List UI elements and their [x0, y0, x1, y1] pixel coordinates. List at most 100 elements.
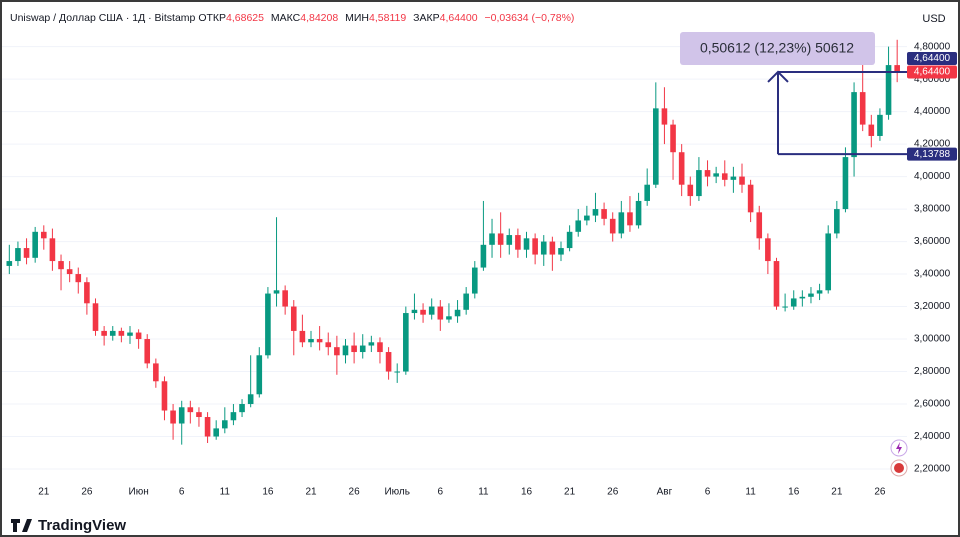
- measure-label-box: [680, 32, 875, 65]
- candle-body: [411, 309, 418, 314]
- candle-body: [273, 290, 280, 294]
- x-tick-label: Авг: [657, 487, 673, 498]
- candle-body: [471, 267, 478, 294]
- brand: TradingView: [38, 517, 126, 534]
- candle-body: [730, 176, 737, 180]
- x-tick-label: 21: [831, 487, 843, 498]
- candle-body: [609, 218, 616, 234]
- candle-body: [66, 269, 73, 275]
- high-label: МАКС: [270, 12, 301, 24]
- candle-body: [532, 238, 538, 255]
- measure-from-box: [907, 147, 957, 161]
- candle-body: [247, 394, 254, 405]
- x-tick-label: 26: [607, 487, 619, 498]
- candle-body: [653, 108, 659, 185]
- candle-body: [187, 407, 194, 413]
- x-tick-label: 6: [179, 487, 185, 498]
- x-tick-label: Июн: [129, 487, 149, 498]
- candle-body: [359, 345, 366, 353]
- x-tick-label: 16: [788, 487, 800, 498]
- candle-body: [670, 124, 676, 153]
- currency: USD: [922, 13, 945, 25]
- close-label: ЗАКР: [413, 12, 440, 24]
- candle-body: [540, 241, 547, 255]
- candle-body: [721, 173, 728, 180]
- candle-body: [178, 407, 185, 424]
- x-tick-label: Июль: [384, 487, 410, 498]
- x-tick-label: 16: [262, 487, 274, 498]
- candle-body: [334, 347, 340, 356]
- open-label: ОТКР: [198, 12, 227, 24]
- low-label: МИН: [345, 12, 370, 24]
- candle-body: [782, 306, 788, 308]
- candle-body: [773, 261, 780, 307]
- candle-body: [696, 170, 702, 197]
- x-tick-label: 21: [305, 487, 317, 498]
- candle-body: [765, 238, 771, 262]
- candle-body: [489, 233, 495, 245]
- candle-body: [558, 248, 564, 255]
- y-tick-label: 2,80000: [914, 366, 951, 377]
- candle-body: [816, 290, 823, 294]
- change: −0,03634 (−0,78%): [484, 12, 575, 24]
- candle-body: [497, 233, 504, 245]
- candle-body: [342, 345, 349, 356]
- x-tick-label: 26: [81, 487, 93, 498]
- candle-body: [678, 152, 685, 185]
- candle-body: [790, 298, 797, 307]
- candle-body: [420, 309, 426, 315]
- candle-body: [23, 248, 30, 258]
- candle-body: [454, 309, 461, 317]
- candle-body: [351, 345, 357, 353]
- candle-body: [230, 412, 237, 421]
- candle-body: [40, 231, 47, 239]
- open-value: 4,68625: [226, 12, 264, 24]
- candle-body: [635, 200, 642, 226]
- candle-body: [747, 184, 754, 213]
- y-tick-label: 4,40000: [914, 106, 951, 117]
- last-price-label: 4,64400: [914, 67, 951, 78]
- candle-body: [618, 212, 625, 234]
- candle-body: [428, 306, 435, 315]
- measure-to-label: 4,64400: [914, 53, 951, 64]
- measure-label: 0,50612 (12,23%) 50612: [700, 40, 854, 56]
- y-tick-label: 4,00000: [914, 171, 951, 182]
- candle-body: [808, 293, 814, 297]
- candle-body: [437, 306, 444, 320]
- candle-body: [49, 238, 56, 262]
- candle-body: [799, 296, 806, 299]
- candle-body: [859, 92, 866, 125]
- y-tick-label: 2,20000: [914, 464, 951, 475]
- lightning: [896, 442, 902, 454]
- candle-body: [385, 352, 392, 372]
- candle-body: [32, 231, 38, 258]
- logo: TradingView: [11, 517, 126, 534]
- candle-body: [161, 381, 168, 411]
- candle-body: [127, 332, 133, 336]
- candle-body: [109, 330, 116, 336]
- y-tick-label: 3,80000: [914, 204, 951, 215]
- candle-body: [627, 212, 633, 226]
- candle-body: [704, 170, 711, 177]
- x-tick-label: 26: [874, 487, 886, 498]
- candle-body: [101, 330, 107, 336]
- high-value: 4,84208: [300, 12, 339, 24]
- logo-mark: [11, 519, 32, 532]
- candle-body: [84, 282, 90, 304]
- measure-to-box: [907, 51, 957, 65]
- candle-body: [299, 330, 306, 343]
- y-tick-label: 4,20000: [914, 139, 951, 150]
- y-tick-label: 3,20000: [914, 301, 951, 312]
- x-tick-label: 21: [564, 487, 576, 498]
- last-price-box: [907, 65, 957, 79]
- candle-body: [377, 342, 383, 353]
- candle-body: [213, 428, 219, 437]
- x-tick-label: 6: [438, 487, 444, 498]
- x-tick-label: 11: [220, 487, 231, 498]
- candle-body: [265, 293, 271, 356]
- candle-body: [575, 220, 582, 232]
- candle-body: [196, 412, 202, 418]
- candle-body: [316, 339, 323, 343]
